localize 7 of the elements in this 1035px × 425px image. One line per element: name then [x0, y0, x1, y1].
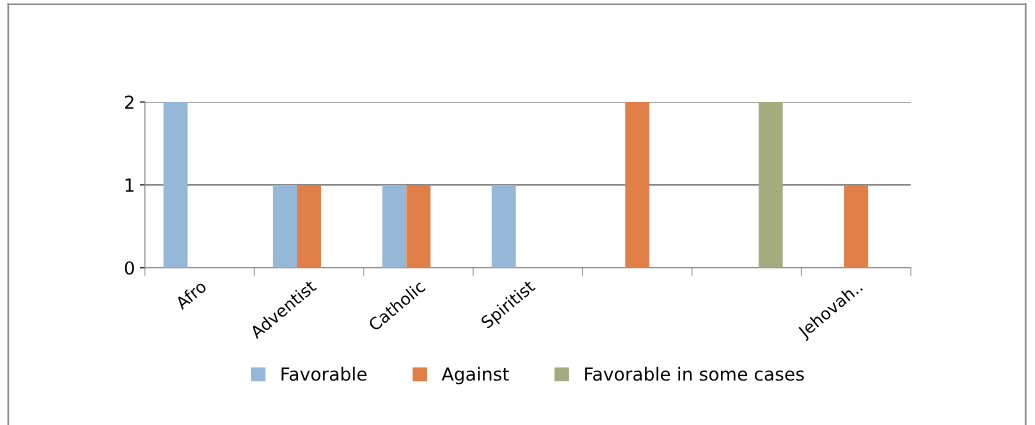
legend-label: Favorable in some cases: [585, 366, 804, 381]
y-tick-label: 2: [125, 95, 134, 109]
legend-label: Favorable: [281, 366, 367, 381]
y-tick-label: 0: [124, 261, 134, 275]
y-tick-label: 1: [125, 178, 134, 192]
x-tick-label: Afro: [174, 279, 208, 311]
legend-label: Against: [441, 366, 509, 385]
